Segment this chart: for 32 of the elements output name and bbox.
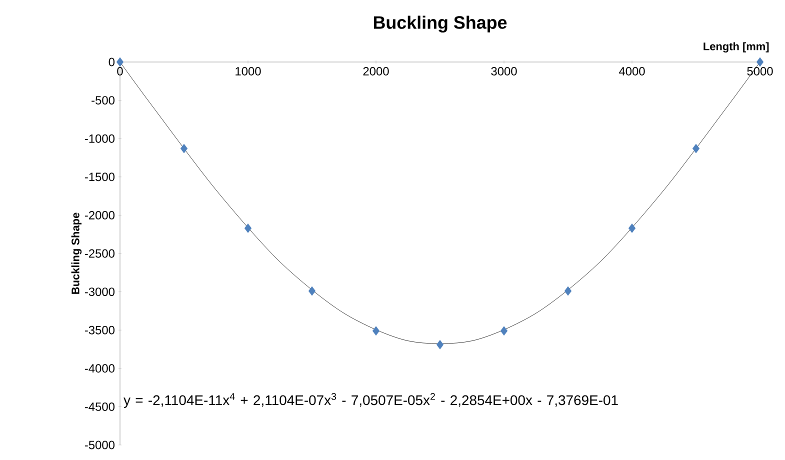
- y-tick-label: -3500: [84, 326, 115, 334]
- point: [180, 144, 188, 154]
- point: [628, 224, 636, 233]
- y-tick-label: -500: [92, 96, 115, 105]
- y-tick-label: -4000: [84, 364, 115, 373]
- x-tick-label: 2000: [363, 67, 389, 76]
- point: [436, 340, 444, 350]
- y-tick-label: 0: [108, 58, 115, 66]
- point: [244, 224, 252, 233]
- point: [116, 57, 124, 67]
- point: [500, 326, 508, 336]
- x-tick-label: 1000: [236, 67, 261, 76]
- y-tick-label: -2500: [84, 249, 115, 258]
- y-tick-label: -4500: [84, 402, 115, 411]
- y-tick-label: -2000: [84, 210, 115, 220]
- point: [756, 57, 764, 67]
- y-tick-label: -3000: [84, 288, 115, 296]
- x-tick-label: 3000: [491, 67, 517, 76]
- x-tick-label: 4000: [618, 67, 645, 76]
- y-tick-label: -1000: [84, 134, 115, 143]
- y-tick-label: -5000: [84, 440, 115, 450]
- x-tick-label: 0: [117, 67, 123, 76]
- y-axis-title: Buckling Shape: [71, 212, 82, 294]
- annotation: y = -2,1104E-11x$^{4}$ + 2,1104E-07x$^{3}$ - 7,0507E-05x$^{2}$ - 2,2854E+00x - 7,3769E-01: [124, 392, 618, 408]
- chart-title: Buckling Shape: [374, 16, 507, 32]
- point: [372, 326, 380, 336]
- point: [308, 286, 316, 296]
- x-tick-label: 5000: [747, 67, 773, 76]
- y-tick-label: -1500: [84, 172, 115, 182]
- point: [692, 144, 700, 154]
- point: [564, 286, 572, 296]
- x-axis-title: Length [mm]: [704, 42, 769, 52]
